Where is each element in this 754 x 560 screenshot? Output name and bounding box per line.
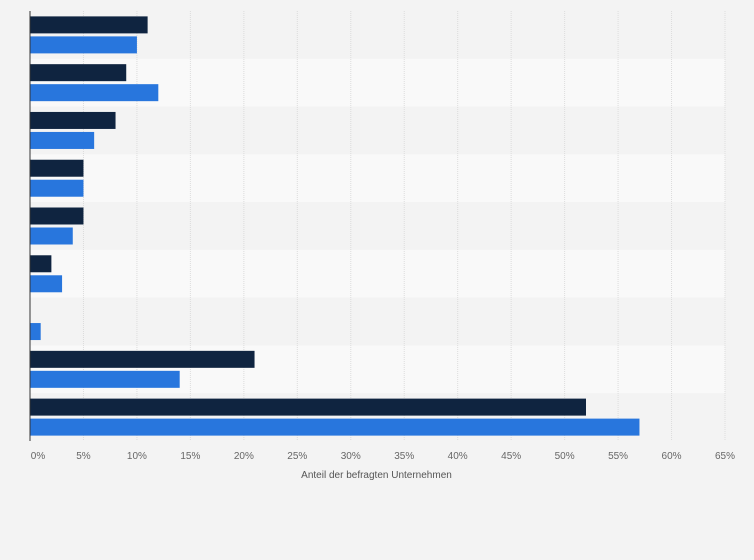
x-tick-label: 45%	[501, 451, 521, 462]
bar-series-1-row-5[interactable]	[30, 207, 84, 225]
bar-series-1-row-6[interactable]	[30, 255, 52, 273]
bar-series-1-row-2[interactable]	[30, 64, 127, 82]
x-tick-label: 20%	[234, 451, 254, 462]
bar-series-2-row-2[interactable]	[30, 84, 159, 102]
x-tick-label: 50%	[555, 451, 575, 462]
bar-series-2-row-6[interactable]	[30, 275, 63, 293]
bar-series-1-row-8[interactable]	[30, 350, 255, 368]
x-tick-label: 55%	[608, 451, 628, 462]
x-tick-label: 35%	[394, 451, 414, 462]
bar-series-1-row-3[interactable]	[30, 111, 116, 129]
row-band	[30, 106, 725, 155]
x-tick-label: 10%	[127, 451, 147, 462]
row-band	[30, 249, 725, 298]
x-tick-label: 15%	[180, 451, 200, 462]
x-axis-title: Anteil der befragten Unternehmen	[301, 470, 452, 481]
bar-series-2-row-3[interactable]	[30, 131, 95, 149]
bar-series-2-row-1[interactable]	[30, 36, 137, 54]
x-tick-label: 25%	[287, 451, 307, 462]
x-tick-labels: 0% 5% 10% 15% 20% 25% 30% 35% 40% 45% 50% 55% 60% 65%	[31, 451, 735, 462]
bar-series-2-row-7[interactable]	[30, 323, 41, 341]
x-tick-label: 0%	[31, 451, 46, 462]
bar-series-2-row-5[interactable]	[30, 227, 73, 245]
bar-series-2-row-8[interactable]	[30, 370, 180, 388]
bar-series-1-row-4[interactable]	[30, 159, 84, 177]
x-tick-label: 30%	[341, 451, 361, 462]
gridlines	[82, 11, 726, 441]
x-tick-label: 40%	[448, 451, 468, 462]
bar-series-1-row-9[interactable]	[30, 398, 586, 416]
row-band	[30, 297, 725, 346]
bar-series-1-row-1[interactable]	[30, 16, 148, 34]
bar-series-2-row-4[interactable]	[30, 179, 84, 197]
x-tick-label: 65%	[715, 451, 735, 462]
bars	[30, 16, 640, 436]
bar-series-2-row-9[interactable]	[30, 418, 640, 436]
x-tick-label: 60%	[662, 451, 682, 462]
row-band	[30, 202, 725, 250]
x-tick-label: 5%	[76, 451, 91, 462]
row-band	[30, 154, 725, 203]
